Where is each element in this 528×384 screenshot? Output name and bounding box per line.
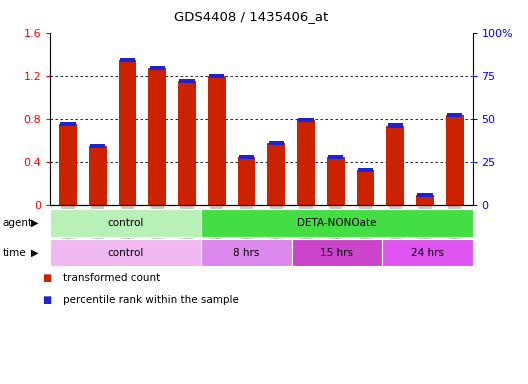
Text: ■: ■	[42, 295, 52, 305]
Bar	[89, 146, 107, 205]
Bar	[239, 155, 254, 159]
Bar	[388, 124, 403, 127]
Text: transformed count: transformed count	[63, 273, 161, 283]
Bar	[148, 68, 166, 205]
Text: control: control	[107, 248, 144, 258]
Bar	[90, 144, 106, 148]
Bar	[328, 155, 343, 159]
Bar	[119, 60, 136, 205]
Text: ■: ■	[42, 273, 52, 283]
Text: agent: agent	[3, 218, 33, 228]
Bar	[386, 126, 404, 205]
Bar	[269, 141, 284, 145]
Bar	[59, 124, 77, 205]
Bar	[178, 81, 196, 205]
Bar	[180, 79, 195, 83]
Bar	[297, 120, 315, 205]
Bar	[358, 168, 373, 172]
Bar	[298, 118, 314, 122]
Text: 24 hrs: 24 hrs	[411, 248, 444, 258]
Text: control: control	[107, 218, 144, 228]
Text: GDS4408 / 1435406_at: GDS4408 / 1435406_at	[174, 10, 328, 23]
Bar	[267, 143, 285, 205]
Text: 15 hrs: 15 hrs	[320, 248, 353, 258]
Bar	[149, 66, 165, 70]
Bar	[447, 113, 463, 117]
Bar	[120, 58, 135, 62]
Text: ▶: ▶	[31, 248, 38, 258]
Bar	[209, 74, 224, 78]
Bar	[356, 170, 374, 205]
Bar	[238, 157, 256, 205]
Bar	[208, 76, 225, 205]
Text: DETA-NONOate: DETA-NONOate	[297, 218, 376, 228]
Bar	[327, 157, 345, 205]
Bar	[446, 115, 464, 205]
Text: percentile rank within the sample: percentile rank within the sample	[63, 295, 239, 305]
Text: 8 hrs: 8 hrs	[233, 248, 259, 258]
Bar	[417, 193, 432, 197]
Bar	[60, 122, 76, 126]
Bar	[416, 195, 434, 205]
Text: time: time	[3, 248, 26, 258]
Text: ▶: ▶	[31, 218, 38, 228]
